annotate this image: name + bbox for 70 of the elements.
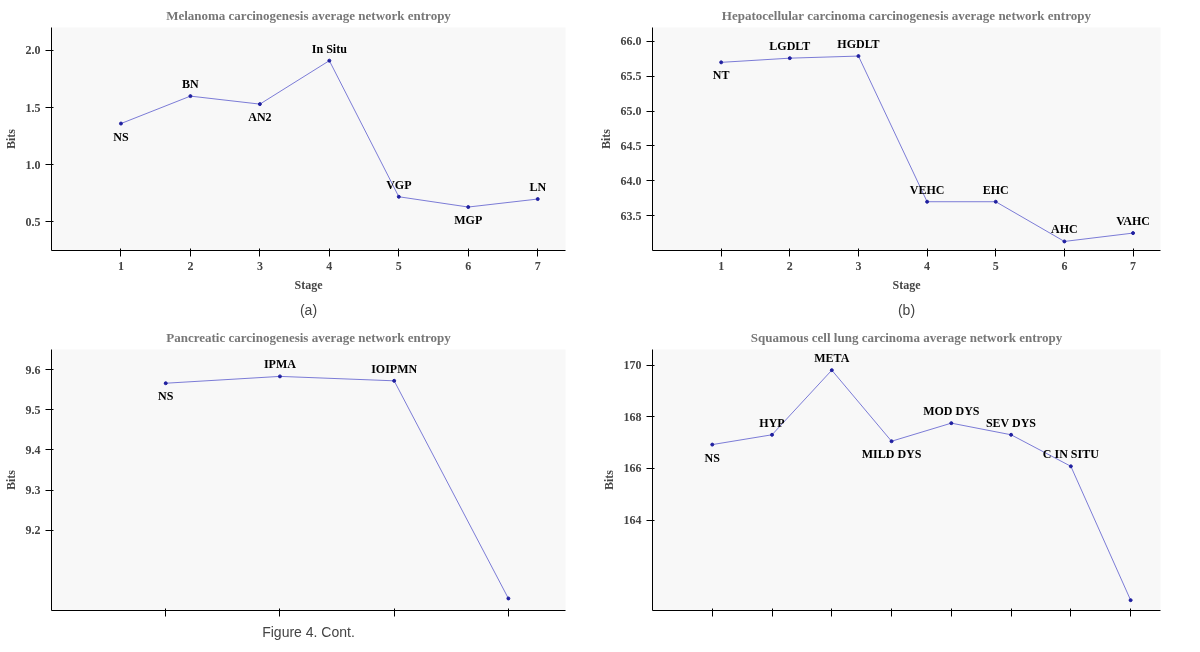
y-tick-label: 9.5 [25, 402, 41, 417]
y-tick-label: 9.3 [25, 483, 41, 498]
y-tick-label: 2.0 [25, 43, 41, 58]
y-tick-label: 166 [623, 461, 642, 476]
y-axis-title: Bits [598, 128, 613, 149]
annotation: C IN SITU [1042, 447, 1100, 462]
annotation: HGDLT [837, 37, 880, 52]
annotation: LGDLT [769, 39, 811, 54]
annotation: VEHC [909, 182, 945, 197]
x-tick-label: 6 [465, 258, 472, 273]
chart-title: Melanoma carcinogenesis average network entropy [166, 7, 452, 23]
x-tick-label: 2 [786, 258, 793, 273]
y-tick-label: 1.0 [25, 157, 41, 172]
x-tick-label: 1 [117, 258, 124, 273]
y-tick-label: 168 [623, 409, 642, 424]
annotation: SEV DYS [985, 415, 1037, 430]
x-tick-label: 3 [855, 258, 862, 273]
annotation: MILD DYS [861, 447, 922, 462]
chart-title: Squamous cell lung carcinoma average network entropy [750, 329, 1063, 345]
annotation: IOIPMN [371, 361, 418, 376]
x-tick-label: 5 [395, 258, 402, 273]
y-axis-title: Bits [601, 469, 616, 490]
caption: Figure 4. Cont. [262, 623, 355, 640]
annotation: MGP [454, 213, 483, 228]
annotation: MOD DYS [923, 404, 980, 419]
y-tick-label: 63.5 [620, 208, 642, 223]
y-tick-label: 1.5 [25, 100, 41, 115]
annotation: NS [158, 389, 174, 404]
y-tick-label: 9.2 [25, 523, 41, 538]
annotation: VAHC [1116, 214, 1150, 229]
y-axis-title: Bits [3, 469, 18, 490]
x-tick-label: 5 [992, 258, 999, 273]
annotation: META [814, 351, 850, 366]
y-axis-title: Bits [3, 128, 18, 149]
annotation: AN2 [248, 110, 272, 125]
annotation: AHC [1051, 222, 1078, 237]
annotation: VGP [386, 177, 412, 192]
chart-title: Hepatocellular carcinoma carcinogenesis average network entropy [721, 7, 1092, 23]
x-axis-title: Stage [294, 277, 324, 292]
annotation: HYP [759, 415, 785, 430]
annotation: LN [529, 180, 547, 195]
y-tick-label: 64.0 [620, 173, 642, 188]
y-tick-label: 65.5 [620, 69, 642, 84]
y-tick-label: 64.5 [620, 138, 642, 153]
y-tick-label: 66.0 [620, 34, 642, 49]
x-tick-label: 1 [718, 258, 725, 273]
annotation: BN [182, 77, 200, 92]
x-tick-label: 4 [924, 258, 931, 273]
y-tick-label: 0.5 [25, 214, 41, 229]
x-axis-title: Stage [892, 277, 922, 292]
x-tick-label: 6 [1061, 258, 1068, 273]
annotation: NT [712, 68, 730, 83]
y-tick-label: 65.0 [620, 104, 642, 119]
x-tick-label: 2 [187, 258, 194, 273]
y-tick-label: 170 [623, 358, 642, 372]
y-tick-label: 9.6 [25, 362, 41, 377]
x-tick-label: 4 [326, 258, 333, 273]
annotation: NS [113, 129, 129, 144]
text: (b) [897, 301, 916, 318]
annotation: EHC [982, 182, 1009, 197]
annotation: NS [704, 450, 721, 465]
annotation: In Situ [311, 41, 348, 56]
annotation: IPMA [263, 357, 297, 372]
x-tick-label: 7 [1130, 258, 1137, 273]
x-tick-label: 7 [534, 258, 541, 273]
y-tick-label: 9.4 [25, 442, 41, 457]
chart-title: Pancreatic carcinogenesis average network entropy [166, 329, 452, 345]
x-tick-label: 3 [256, 258, 263, 273]
y-tick-label: 164 [623, 513, 642, 528]
text: (a) [299, 301, 318, 318]
